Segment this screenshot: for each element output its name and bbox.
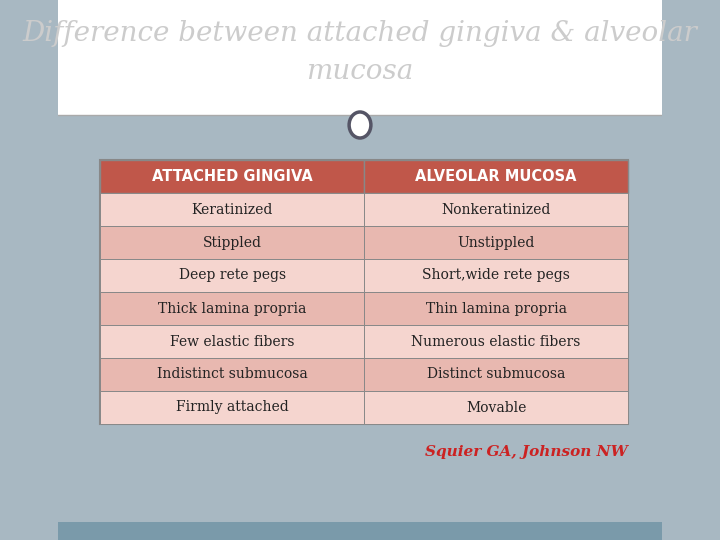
FancyBboxPatch shape [100,292,364,325]
Text: Short,wide rete pegs: Short,wide rete pegs [422,268,570,282]
FancyBboxPatch shape [364,391,628,424]
Text: Movable: Movable [466,401,526,415]
Text: Firmly attached: Firmly attached [176,401,289,415]
FancyBboxPatch shape [364,325,628,358]
Text: Numerous elastic fibers: Numerous elastic fibers [411,334,581,348]
FancyBboxPatch shape [58,522,662,540]
FancyBboxPatch shape [364,292,628,325]
FancyBboxPatch shape [100,160,364,193]
FancyBboxPatch shape [364,259,628,292]
FancyBboxPatch shape [364,193,628,226]
Text: Few elastic fibers: Few elastic fibers [170,334,294,348]
FancyBboxPatch shape [100,226,364,259]
Text: Squier GA, Johnson NW: Squier GA, Johnson NW [426,445,628,459]
FancyBboxPatch shape [58,0,662,115]
Text: Thick lamina propria: Thick lamina propria [158,301,307,315]
FancyBboxPatch shape [364,226,628,259]
Circle shape [349,112,371,138]
Text: ALVEOLAR MUCOSA: ALVEOLAR MUCOSA [415,169,577,184]
FancyBboxPatch shape [100,325,364,358]
Text: Deep rete pegs: Deep rete pegs [179,268,286,282]
Text: Indistinct submucosa: Indistinct submucosa [157,368,307,381]
Text: Nonkeratinized: Nonkeratinized [441,202,551,217]
FancyBboxPatch shape [364,160,628,193]
Text: Stippled: Stippled [203,235,262,249]
FancyBboxPatch shape [100,259,364,292]
Text: Unstippled: Unstippled [457,235,535,249]
Text: Distinct submucosa: Distinct submucosa [427,368,565,381]
FancyBboxPatch shape [364,358,628,391]
FancyBboxPatch shape [100,358,364,391]
Text: Keratinized: Keratinized [192,202,273,217]
FancyBboxPatch shape [100,193,364,226]
FancyBboxPatch shape [100,391,364,424]
Text: ATTACHED GINGIVA: ATTACHED GINGIVA [152,169,312,184]
Text: Difference between attached gingiva & alveolar
mucosa: Difference between attached gingiva & al… [22,20,698,85]
Text: Thin lamina propria: Thin lamina propria [426,301,567,315]
